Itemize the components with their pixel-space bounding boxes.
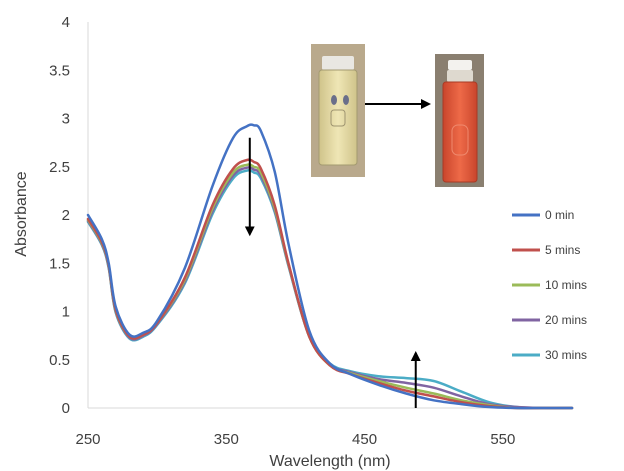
y-tick-label: 0.5 bbox=[49, 352, 70, 369]
legend-label: 20 mins bbox=[545, 313, 587, 327]
series-line bbox=[86, 163, 574, 410]
series-line bbox=[86, 158, 574, 410]
series-line bbox=[86, 166, 574, 410]
yellow-vial-photo bbox=[311, 44, 365, 177]
y-tick-label: 2.5 bbox=[49, 159, 70, 176]
legend: 0 min 5 mins 10 mins 20 mins 30 mins bbox=[512, 208, 587, 362]
x-tick-label: 550 bbox=[490, 431, 515, 448]
series-line bbox=[86, 169, 574, 410]
y-tick-label: 4 bbox=[62, 14, 70, 31]
legend-label: 10 mins bbox=[545, 278, 587, 292]
x-tick-label: 250 bbox=[75, 431, 100, 448]
x-tick-label: 450 bbox=[352, 431, 377, 448]
y-tick-label: 1.5 bbox=[49, 255, 70, 272]
legend-label: 30 mins bbox=[545, 348, 587, 362]
legend-label: 0 min bbox=[545, 208, 574, 222]
y-tick-label: 2 bbox=[62, 207, 70, 224]
y-tick-label: 1 bbox=[62, 304, 70, 321]
red-vial-photo bbox=[435, 54, 484, 187]
x-tick-labels: 250 350 450 550 bbox=[75, 431, 515, 448]
y-tick-label: 0 bbox=[62, 400, 70, 417]
y-axis-title: Absorbance bbox=[13, 171, 30, 256]
y-tick-label: 3.5 bbox=[49, 62, 70, 79]
series-line bbox=[86, 123, 574, 410]
x-axis-title: Wavelength (nm) bbox=[269, 453, 390, 470]
series-lines bbox=[86, 123, 574, 410]
x-tick-label: 350 bbox=[214, 431, 239, 448]
y-tick-labels: 0 0.5 1 1.5 2 2.5 3 3.5 4 bbox=[49, 14, 70, 417]
legend-label: 5 mins bbox=[545, 243, 580, 257]
y-tick-label: 3 bbox=[62, 111, 70, 128]
